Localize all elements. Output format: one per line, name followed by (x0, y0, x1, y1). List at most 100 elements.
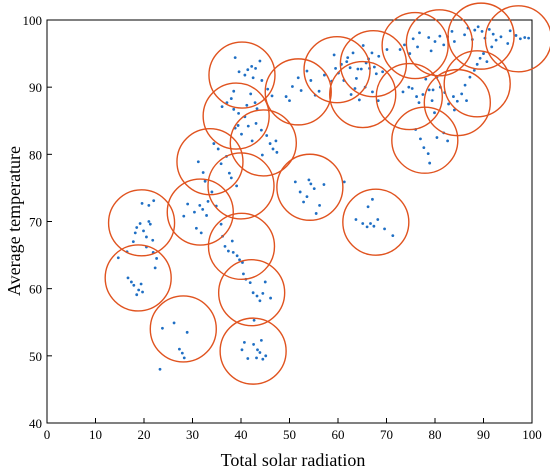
data-point (256, 348, 259, 352)
data-point (309, 79, 313, 82)
data-point (210, 190, 214, 194)
data-point (236, 124, 240, 127)
data-point (342, 180, 346, 184)
data-point (178, 347, 181, 351)
data-point (453, 108, 456, 112)
data-point (137, 288, 141, 292)
data-point (250, 139, 254, 143)
data-point (433, 40, 437, 43)
data-point (172, 321, 176, 325)
axes: 0 10 20 30 40 50 60 70 80 90 100 40 50 60 70 80 90 100 (23, 13, 542, 442)
data-point (147, 220, 151, 223)
data-point (460, 92, 464, 96)
data-point (424, 77, 428, 81)
data-point (371, 197, 374, 201)
data-point (305, 195, 309, 199)
cluster-circle (276, 153, 344, 221)
data-point (258, 59, 262, 63)
data-point (116, 256, 120, 260)
x-tick-label: 30 (186, 427, 199, 442)
data-point (416, 45, 419, 49)
data-point (299, 89, 303, 92)
x-tick-label: 60 (332, 427, 345, 442)
data-point (494, 38, 498, 42)
data-point (229, 176, 233, 180)
cluster-circle (381, 11, 449, 80)
data-point (142, 229, 145, 233)
cluster-circles (104, 2, 550, 385)
data-point (485, 60, 489, 64)
data-point (376, 218, 380, 221)
data-point (254, 66, 257, 70)
data-point (288, 99, 291, 102)
data-point (242, 272, 245, 276)
cluster-circle (405, 9, 474, 77)
data-point (261, 291, 265, 295)
data-point (226, 249, 230, 253)
data-point (216, 147, 220, 151)
data-point (355, 77, 358, 80)
data-point (271, 147, 275, 151)
y-tick-label: 80 (29, 147, 42, 162)
data-point (419, 137, 422, 141)
data-point (428, 161, 432, 165)
data-point (129, 280, 133, 284)
data-point (252, 343, 256, 346)
data-point (407, 85, 411, 89)
cluster-circle (342, 188, 410, 256)
data-point (206, 199, 210, 203)
data-point (353, 87, 357, 90)
data-point (421, 93, 425, 96)
data-point (435, 136, 439, 139)
data-point (312, 187, 316, 190)
cluster-circle (264, 58, 332, 126)
data-point (383, 227, 386, 231)
data-point (269, 296, 272, 300)
data-point (490, 45, 494, 49)
data-point (431, 88, 435, 92)
cluster-circle (303, 36, 371, 104)
data-point (230, 239, 234, 243)
data-point (401, 90, 405, 94)
data-point (270, 94, 274, 98)
data-point (452, 95, 455, 98)
cluster-circle (166, 178, 234, 246)
data-point (296, 76, 300, 80)
data-point (246, 357, 250, 360)
data-point (508, 29, 512, 33)
data-point (475, 62, 479, 66)
data-point (242, 341, 246, 344)
data-point (376, 99, 380, 102)
cluster-circle (208, 41, 276, 109)
data-point (186, 202, 190, 206)
data-point (201, 208, 205, 211)
data-point (418, 31, 421, 35)
data-point (374, 72, 378, 76)
data-point (131, 240, 135, 244)
data-point (314, 212, 318, 215)
data-point (260, 79, 264, 82)
cluster-circle (207, 152, 275, 220)
data-point (427, 36, 431, 39)
data-point (235, 254, 239, 258)
data-point (251, 291, 255, 295)
data-point (468, 75, 472, 79)
data-point (258, 299, 262, 303)
data-point (237, 111, 240, 115)
data-point (254, 122, 258, 125)
data-point (410, 87, 414, 90)
data-point (415, 95, 418, 98)
data-point (251, 76, 255, 80)
data-point (385, 48, 389, 51)
data-point (357, 98, 361, 102)
cluster-circle (375, 62, 443, 131)
data-point (317, 89, 321, 93)
x-tick-label: 40 (235, 427, 248, 442)
plot-frame (46, 19, 533, 424)
data-point (240, 132, 243, 136)
data-point (322, 183, 326, 186)
y-tick-label: 50 (29, 349, 42, 364)
data-point (298, 190, 302, 194)
data-point (138, 222, 142, 225)
